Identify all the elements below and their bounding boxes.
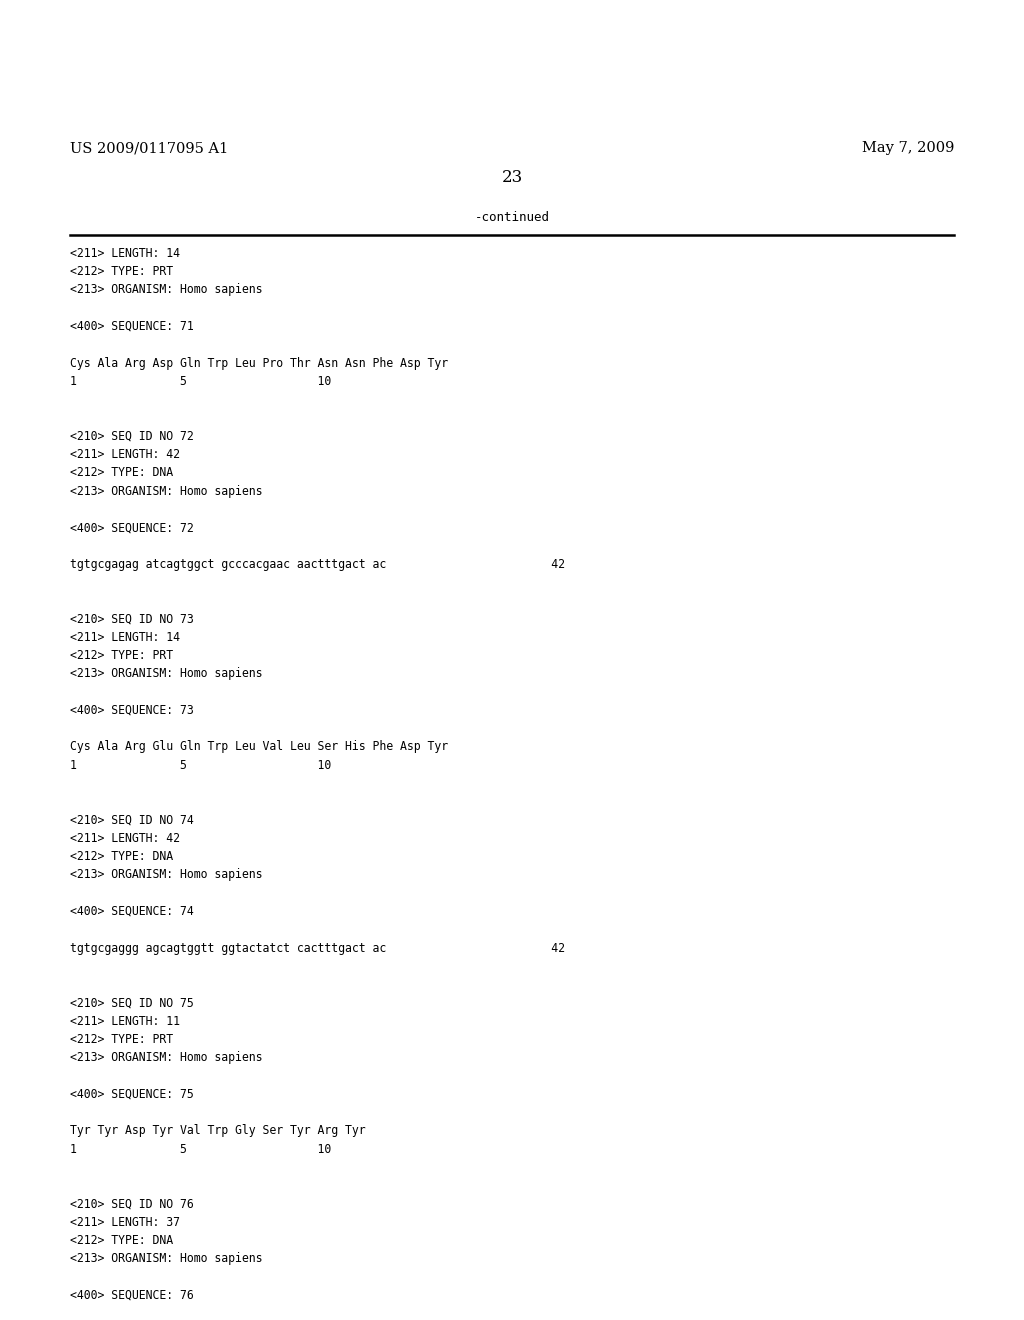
Text: <400> SEQUENCE: 72: <400> SEQUENCE: 72 <box>70 521 194 535</box>
Text: 1               5                   10: 1 5 10 <box>70 1143 331 1155</box>
Text: <212> TYPE: PRT: <212> TYPE: PRT <box>70 649 173 663</box>
Text: -continued: -continued <box>474 211 550 224</box>
Text: <212> TYPE: DNA: <212> TYPE: DNA <box>70 850 173 863</box>
Text: <213> ORGANISM: Homo sapiens: <213> ORGANISM: Homo sapiens <box>70 869 262 882</box>
Text: <211> LENGTH: 42: <211> LENGTH: 42 <box>70 447 179 461</box>
Text: <400> SEQUENCE: 76: <400> SEQUENCE: 76 <box>70 1288 194 1302</box>
Text: tgtgcgagag atcagtggct gcccacgaac aactttgact ac                        42: tgtgcgagag atcagtggct gcccacgaac aactttg… <box>70 557 564 570</box>
Text: <211> LENGTH: 37: <211> LENGTH: 37 <box>70 1216 179 1229</box>
Text: <211> LENGTH: 14: <211> LENGTH: 14 <box>70 247 179 260</box>
Text: 23: 23 <box>502 169 522 186</box>
Text: <212> TYPE: DNA: <212> TYPE: DNA <box>70 1234 173 1247</box>
Text: Cys Ala Arg Glu Gln Trp Leu Val Leu Ser His Phe Asp Tyr: Cys Ala Arg Glu Gln Trp Leu Val Leu Ser … <box>70 741 447 754</box>
Text: <210> SEQ ID NO 75: <210> SEQ ID NO 75 <box>70 997 194 1010</box>
Text: <400> SEQUENCE: 75: <400> SEQUENCE: 75 <box>70 1088 194 1101</box>
Text: <210> SEQ ID NO 72: <210> SEQ ID NO 72 <box>70 430 194 442</box>
Text: <213> ORGANISM: Homo sapiens: <213> ORGANISM: Homo sapiens <box>70 668 262 680</box>
Text: <400> SEQUENCE: 73: <400> SEQUENCE: 73 <box>70 704 194 717</box>
Text: <213> ORGANISM: Homo sapiens: <213> ORGANISM: Homo sapiens <box>70 284 262 297</box>
Text: tgtgcgaggg agcagtggtt ggtactatct cactttgact ac                        42: tgtgcgaggg agcagtggtt ggtactatct cactttg… <box>70 941 564 954</box>
Text: <213> ORGANISM: Homo sapiens: <213> ORGANISM: Homo sapiens <box>70 484 262 498</box>
Text: May 7, 2009: May 7, 2009 <box>862 141 954 156</box>
Text: 1               5                   10: 1 5 10 <box>70 375 331 388</box>
Text: <213> ORGANISM: Homo sapiens: <213> ORGANISM: Homo sapiens <box>70 1253 262 1266</box>
Text: <212> TYPE: PRT: <212> TYPE: PRT <box>70 1034 173 1045</box>
Text: <400> SEQUENCE: 71: <400> SEQUENCE: 71 <box>70 319 194 333</box>
Text: <211> LENGTH: 42: <211> LENGTH: 42 <box>70 832 179 845</box>
Text: <210> SEQ ID NO 73: <210> SEQ ID NO 73 <box>70 612 194 626</box>
Text: <212> TYPE: DNA: <212> TYPE: DNA <box>70 466 173 479</box>
Text: <213> ORGANISM: Homo sapiens: <213> ORGANISM: Homo sapiens <box>70 1051 262 1064</box>
Text: US 2009/0117095 A1: US 2009/0117095 A1 <box>70 141 228 156</box>
Text: 1               5                   10: 1 5 10 <box>70 759 331 772</box>
Text: <210> SEQ ID NO 74: <210> SEQ ID NO 74 <box>70 813 194 826</box>
Text: <211> LENGTH: 11: <211> LENGTH: 11 <box>70 1015 179 1028</box>
Text: <212> TYPE: PRT: <212> TYPE: PRT <box>70 265 173 279</box>
Text: <210> SEQ ID NO 76: <210> SEQ ID NO 76 <box>70 1197 194 1210</box>
Text: <211> LENGTH: 14: <211> LENGTH: 14 <box>70 631 179 644</box>
Text: Tyr Tyr Asp Tyr Val Trp Gly Ser Tyr Arg Tyr: Tyr Tyr Asp Tyr Val Trp Gly Ser Tyr Arg … <box>70 1125 366 1138</box>
Text: <400> SEQUENCE: 74: <400> SEQUENCE: 74 <box>70 906 194 917</box>
Text: Cys Ala Arg Asp Gln Trp Leu Pro Thr Asn Asn Phe Asp Tyr: Cys Ala Arg Asp Gln Trp Leu Pro Thr Asn … <box>70 356 447 370</box>
